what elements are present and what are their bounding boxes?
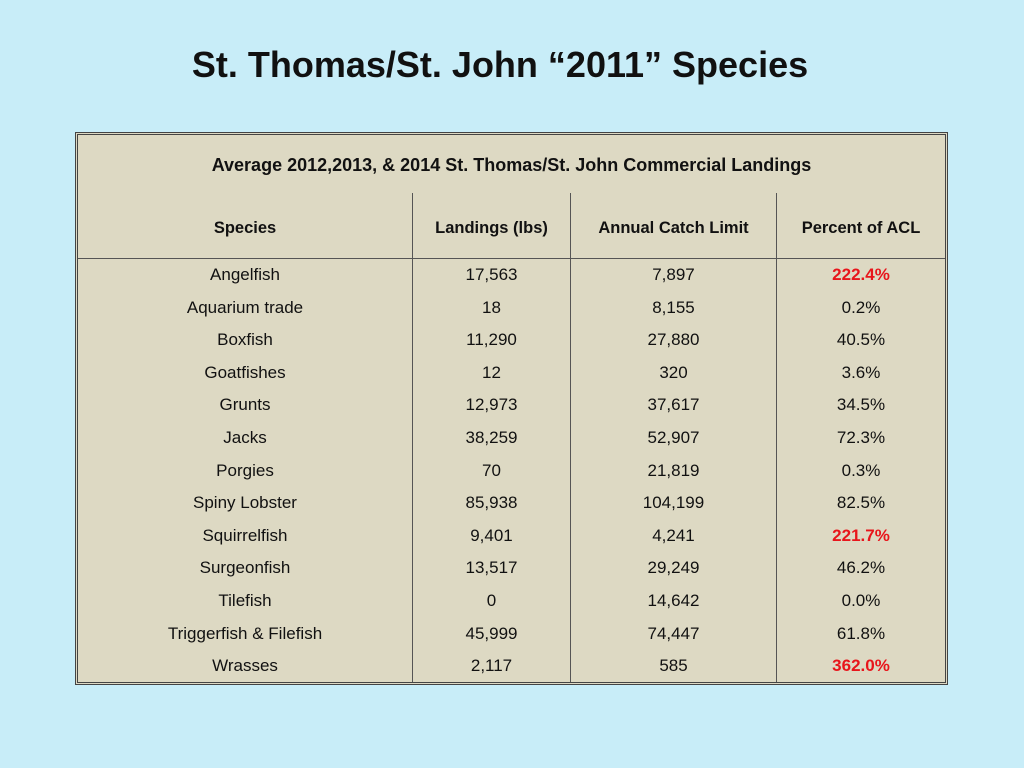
table-caption: Average 2012,2013, & 2014 St. Thomas/St.…: [211, 155, 812, 175]
cell-acl: 585: [659, 656, 688, 676]
cell-percent: 34.5%: [836, 395, 886, 415]
cell-landings: 38,259: [465, 428, 518, 447]
cell-species: Surgeonfish: [199, 558, 291, 578]
cell-acl: 8,155: [652, 297, 695, 317]
cell-percent: 222.4%: [832, 265, 890, 284]
cell-species: Porgies: [216, 460, 274, 480]
cell-landings: 18: [482, 297, 501, 317]
header-species: Species: [213, 219, 277, 237]
cell-landings: 0: [486, 591, 497, 610]
header-acl: Annual Catch Limit: [598, 219, 749, 237]
header-percent: Percent of ACL: [801, 219, 921, 237]
cell-landings: 9,401: [470, 525, 513, 545]
cell-species: Jacks: [223, 428, 267, 447]
header-divider: [78, 258, 945, 259]
cell-acl: 14,642: [647, 591, 700, 610]
cell-landings: 12: [482, 362, 501, 382]
cell-percent: 0.0%: [841, 591, 881, 610]
column-divider: [570, 193, 571, 682]
cell-landings: 70: [482, 460, 501, 480]
cell-percent: 0.3%: [841, 460, 881, 480]
cell-landings: 45,999: [465, 623, 518, 643]
cell-acl: 27,880: [647, 330, 700, 350]
cell-species: Boxfish: [217, 330, 273, 350]
cell-species: Squirrelfish: [202, 525, 288, 545]
cell-species: Grunts: [219, 395, 271, 415]
cell-acl: 21,819: [647, 460, 700, 480]
slide-title: St. Thomas/St. John “2011” Species: [191, 44, 809, 85]
cell-species: Spiny Lobster: [193, 493, 297, 513]
cell-acl: 7,897: [652, 265, 695, 284]
cell-species: Tilefish: [218, 591, 272, 610]
cell-percent: 46.2%: [836, 558, 886, 578]
cell-landings: 17,563: [465, 265, 518, 284]
cell-landings: 85,938: [465, 493, 518, 513]
cell-species: Aquarium trade: [186, 297, 304, 317]
cell-species: Triggerfish & Filefish: [167, 623, 323, 643]
cell-landings: 13,517: [465, 558, 518, 578]
cell-acl: 320: [659, 362, 688, 382]
cell-acl: 74,447: [647, 623, 700, 643]
cell-acl: 37,617: [647, 395, 700, 415]
cell-percent: 3.6%: [841, 362, 881, 382]
cell-landings: 2,117: [470, 656, 513, 676]
cell-percent: 0.2%: [841, 297, 881, 317]
cell-percent: 61.8%: [836, 623, 886, 643]
cell-landings: 11,290: [466, 330, 517, 350]
cell-percent: 82.5%: [836, 493, 886, 513]
cell-landings: 12,973: [465, 395, 518, 415]
cell-species: Goatfishes: [204, 362, 286, 382]
cell-percent: 221.7%: [832, 525, 890, 545]
cell-acl: 4,241: [652, 525, 695, 545]
cell-percent: 40.5%: [836, 330, 886, 350]
cell-species: Wrasses: [212, 656, 278, 676]
cell-percent: 72.3%: [836, 428, 886, 447]
column-divider: [412, 193, 413, 682]
cell-percent: 362.0%: [832, 656, 890, 676]
column-divider: [776, 193, 777, 682]
cell-acl: 29,249: [647, 558, 700, 578]
cell-species: Angelfish: [210, 265, 280, 284]
cell-acl: 104,199: [642, 493, 705, 513]
landings-table: Average 2012,2013, & 2014 St. Thomas/St.…: [75, 132, 948, 685]
cell-acl: 52,907: [647, 428, 700, 447]
header-landings: Landings (lbs): [435, 219, 548, 237]
